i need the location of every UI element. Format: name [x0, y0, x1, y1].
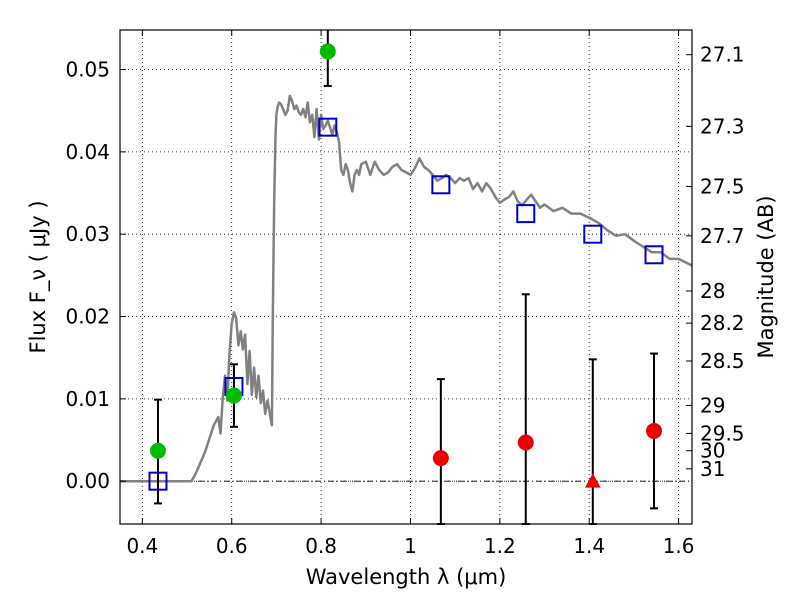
model-box-marker	[148, 471, 168, 491]
model-box-marker	[516, 204, 536, 224]
x-tick-label: 1.6	[663, 534, 695, 558]
nondetection-marker	[517, 434, 534, 451]
x-tick-label: 0.4	[126, 534, 158, 558]
model-box-marker	[431, 175, 451, 195]
ticks-group: 0.4 0.6 0.8 1 1.2 1.4 1.6 0.00 0.01 0.02 0.03 0.04 0…	[65, 30, 745, 558]
y-tick-label: 0.04	[65, 140, 110, 164]
y-tick-label: 0.05	[65, 58, 110, 82]
x-tick-label: 0.8	[305, 534, 337, 558]
nondetection-marker	[432, 450, 449, 467]
right-tick-label: 29.5	[700, 421, 745, 445]
detection-marker	[319, 43, 336, 60]
model-box-marker	[318, 117, 338, 137]
right-tick-label: 30	[700, 439, 725, 463]
y-tick-label: 0.00	[65, 469, 110, 493]
right-tick-label: 29	[700, 393, 725, 417]
markers-group	[148, 43, 664, 491]
right-axis-label: Magnitude (AB)	[754, 195, 778, 358]
right-tick-label: 27.5	[700, 174, 745, 198]
x-tick-label: 0.6	[216, 534, 248, 558]
nondetection-marker	[646, 422, 663, 439]
model-sed-line	[120, 94, 693, 483]
model-sed-group	[120, 94, 693, 483]
model-box-marker	[583, 224, 603, 244]
right-tick-label: 28.2	[700, 311, 745, 335]
right-tick-label: 28	[700, 279, 725, 303]
right-tick-label: 27.3	[700, 114, 745, 138]
y-axis-label: Flux F_ν ( μJy )	[26, 200, 51, 353]
x-axis-label: Wavelength λ (μm)	[306, 565, 507, 589]
detection-marker	[225, 387, 242, 404]
right-tick-label: 28.5	[700, 349, 745, 373]
y-tick-label: 0.01	[65, 387, 110, 411]
y-tick-label: 0.03	[65, 222, 110, 246]
model-box-marker	[644, 245, 664, 265]
x-tick-label: 1.2	[484, 534, 516, 558]
x-tick-label: 1	[404, 534, 417, 558]
detection-marker	[149, 442, 166, 459]
nondetection-triangle-marker	[584, 473, 601, 488]
x-tick-label: 1.4	[573, 534, 605, 558]
right-tick-label: 27.1	[700, 43, 745, 67]
plot-frame	[119, 29, 693, 525]
right-tick-label: 31	[700, 457, 725, 481]
y-tick-label: 0.02	[65, 305, 110, 329]
right-tick-label: 27.7	[700, 224, 745, 248]
